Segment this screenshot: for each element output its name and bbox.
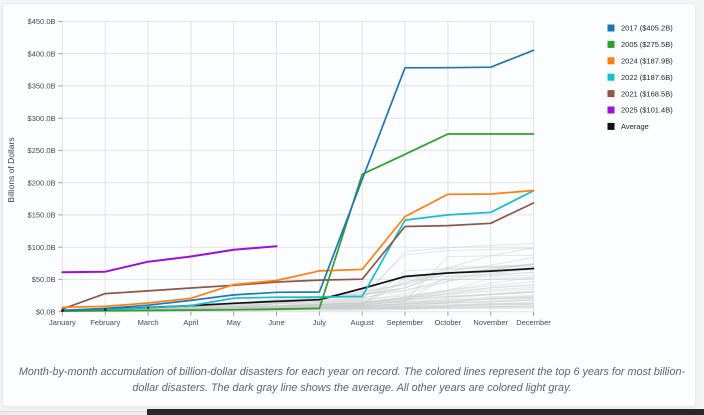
svg-text:2022 ($187.6B): 2022 ($187.6B) (621, 73, 673, 82)
svg-text:December: December (516, 318, 551, 327)
svg-text:September: September (387, 318, 424, 327)
svg-text:$50.0B: $50.0B (32, 275, 56, 284)
svg-text:March: March (138, 318, 159, 327)
svg-text:$150.0B: $150.0B (28, 211, 56, 220)
svg-text:Billions of Dollars: Billions of Dollars (6, 137, 16, 202)
svg-text:November: November (473, 318, 508, 327)
svg-text:$450.0B: $450.0B (28, 17, 56, 26)
svg-text:2021 ($168.5B): 2021 ($168.5B) (621, 89, 673, 98)
svg-text:$400.0B: $400.0B (28, 49, 56, 58)
svg-text:$250.0B: $250.0B (28, 146, 56, 155)
svg-text:2024 ($187.9B): 2024 ($187.9B) (621, 57, 673, 66)
svg-text:May: May (227, 318, 241, 327)
svg-text:2017 ($405.2B): 2017 ($405.2B) (621, 24, 673, 33)
svg-text:July: July (313, 318, 327, 327)
svg-text:$200.0B: $200.0B (28, 178, 56, 187)
svg-text:February: February (90, 318, 120, 327)
svg-text:January: January (49, 318, 76, 327)
svg-text:2025 ($101.4B): 2025 ($101.4B) (621, 106, 673, 115)
svg-text:$100.0B: $100.0B (28, 243, 56, 252)
svg-text:June: June (268, 318, 284, 327)
svg-text:August: August (351, 318, 375, 327)
svg-text:2005 ($275.5B): 2005 ($275.5B) (621, 40, 673, 49)
svg-text:$300.0B: $300.0B (28, 114, 56, 123)
svg-text:April: April (183, 318, 198, 327)
svg-text:$0.0B: $0.0B (36, 307, 56, 316)
svg-text:Average: Average (621, 122, 649, 131)
svg-text:$350.0B: $350.0B (28, 82, 56, 91)
svg-text:October: October (435, 318, 462, 327)
